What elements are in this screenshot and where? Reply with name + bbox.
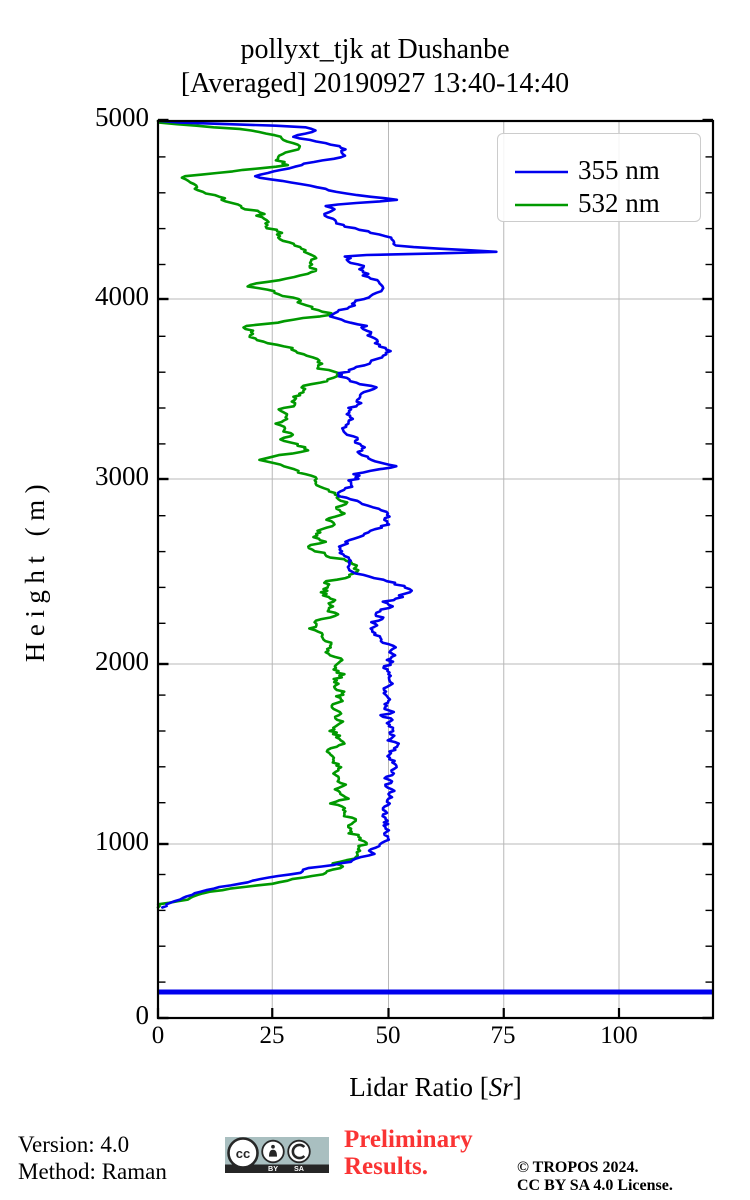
svg-text:BY: BY	[268, 1164, 278, 1173]
svg-text:SA: SA	[294, 1164, 304, 1173]
svg-text:cc: cc	[236, 1146, 250, 1161]
